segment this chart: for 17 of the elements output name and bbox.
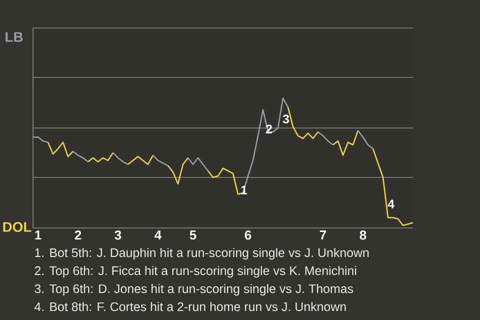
- text: LB: [6, 32, 23, 42]
- text: 2. Top 6th: J. Ficca hit a run-scoring single vs K. Menichini: [34, 266, 356, 278]
- text: DOL: [3, 222, 32, 232]
- x-tick-label: 8: [360, 230, 366, 240]
- annotation: 3: [282, 114, 290, 124]
- x-tick-label: 6: [244, 230, 252, 240]
- x-tick-label: 7: [320, 230, 326, 240]
- text: 3. Top 6th: D. Jones hit a run-scoring single vs J. Thomas: [34, 284, 354, 296]
- text: 4. Bot 8th: F. Cortes hit a 2-run home run vs J. Unknown: [34, 302, 346, 312]
- text: 1. Bot 5th: J. Dauphin hit a run-scoring single vs J. Unknown: [35, 248, 369, 260]
- x-tick-label: 5: [190, 230, 196, 240]
- x-tick-label: 1: [35, 230, 42, 240]
- x-tick-label: 4: [154, 230, 162, 240]
- x-tick-label: 2: [74, 230, 82, 240]
- x-tick-label: 3: [114, 230, 122, 240]
- annotation: 4: [388, 200, 394, 208]
- annotation: 2: [266, 124, 272, 134]
